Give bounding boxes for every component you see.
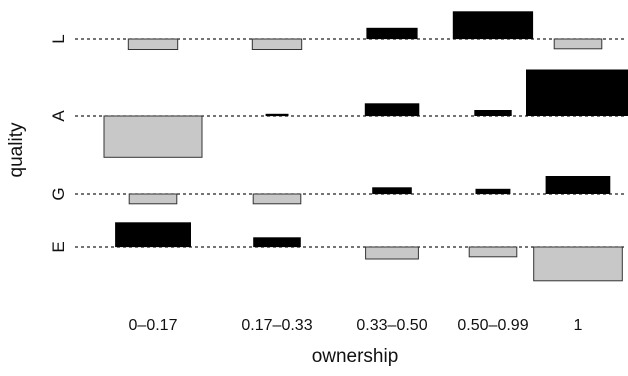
bar-l-5 [553, 38, 603, 50]
bar-e-4 [468, 246, 518, 258]
x-tick-label: 0.50–0.99 [457, 317, 528, 334]
bars-layer [103, 11, 628, 282]
bar-e-3 [365, 246, 419, 260]
bar-a-5 [526, 69, 628, 116]
bar-g-5 [545, 176, 611, 194]
bar-e-5 [533, 246, 623, 282]
bar-l-3 [366, 27, 418, 40]
x-tick-labels: 0–0.17 0.17–0.33 0.33–0.50 0.50–0.99 1 [129, 317, 583, 334]
bar-a-2 [265, 113, 289, 117]
row-label-a: A [49, 110, 68, 122]
x-tick-label: 0–0.17 [129, 317, 178, 334]
x-tick-label: 0.17–0.33 [241, 317, 312, 334]
bar-g-2 [252, 193, 302, 205]
bar-a-1 [103, 115, 203, 158]
bar-e-2 [253, 237, 301, 248]
bar-g-1 [128, 193, 178, 205]
row-label-g: G [49, 187, 68, 200]
row-label-e: E [49, 241, 68, 252]
bar-g-4 [475, 188, 511, 195]
bar-g-3 [372, 187, 412, 195]
y-axis-label: quality [6, 122, 27, 177]
bar-e-1 [115, 222, 191, 248]
x-axis-label: ownership [312, 346, 399, 367]
x-tick-label: 0.33–0.50 [356, 317, 427, 334]
bar-l-4 [452, 11, 534, 40]
bar-a-4 [474, 110, 512, 116]
x-tick-label: 1 [574, 317, 583, 334]
bar-l-2 [251, 38, 303, 50]
bar-a-3 [364, 103, 420, 117]
row-label-l: L [49, 34, 68, 43]
bar-l-1 [127, 38, 179, 50]
